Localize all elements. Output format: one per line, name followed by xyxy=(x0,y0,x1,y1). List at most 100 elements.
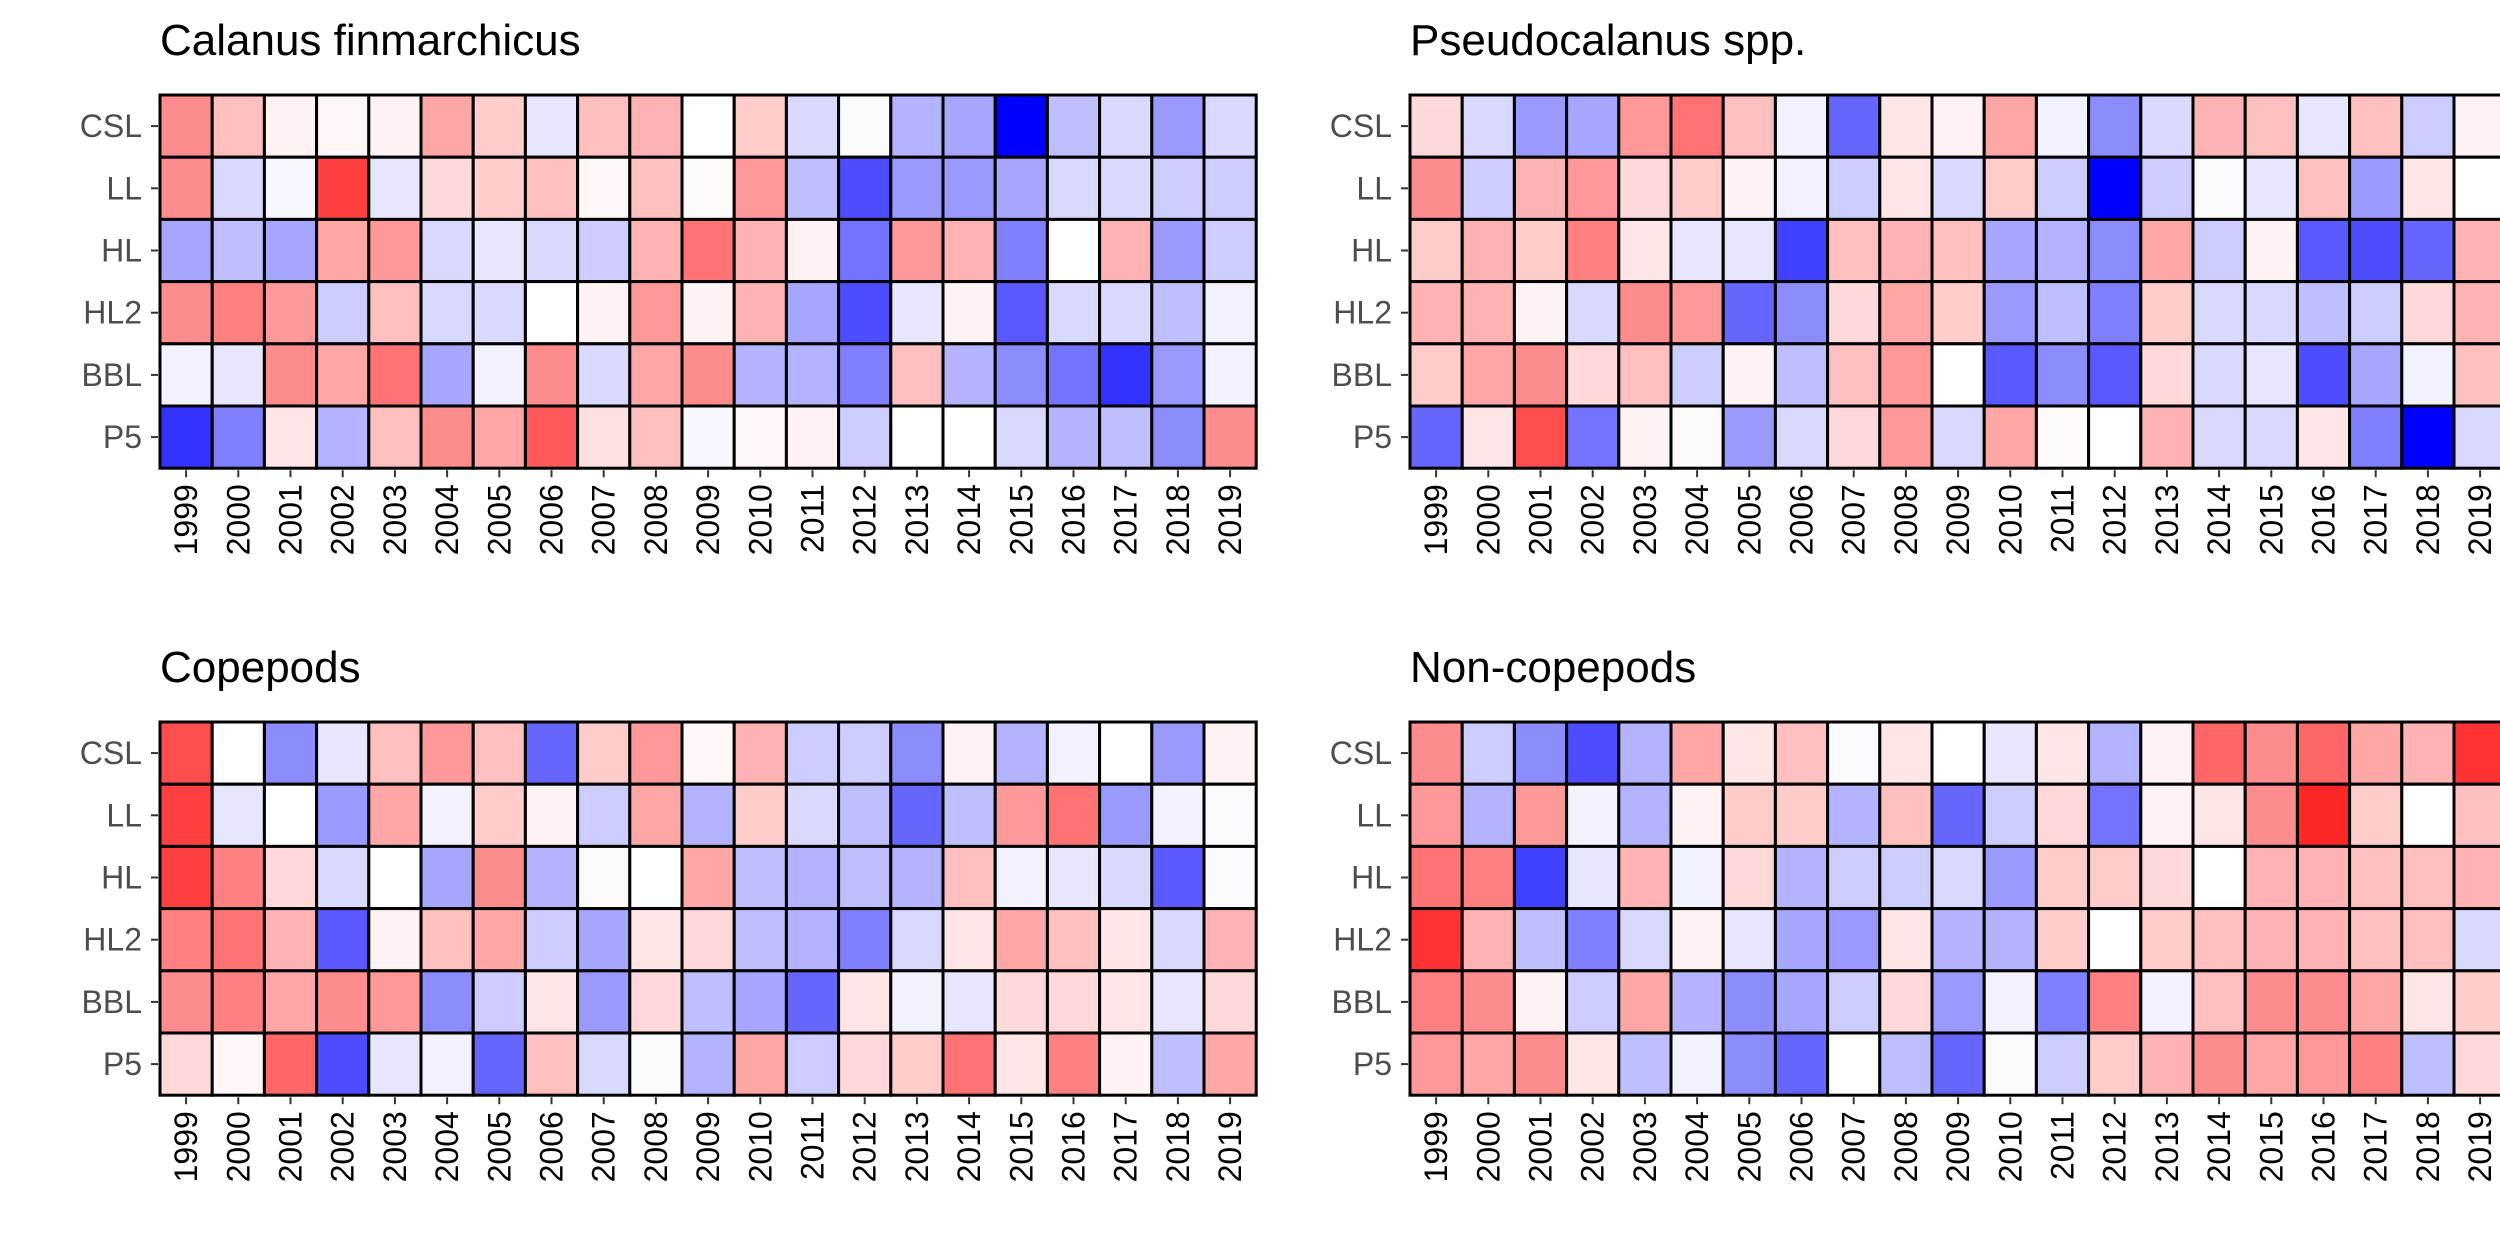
heatmap-cell-ll-2004 xyxy=(419,155,475,221)
x-tick-label: 2016 xyxy=(2306,484,2342,555)
heatmap-cell-p5-2011 xyxy=(784,404,841,470)
heatmap-cell-csl-2015 xyxy=(2243,720,2299,786)
x-tick-label: 2019 xyxy=(1212,484,1248,555)
heatmap-cell-csl-2011 xyxy=(2034,720,2091,786)
panel-copepods: Copepods CSL LL HL HL2 BBL P5 1999 2000 2001 2002 2… xyxy=(80,643,1258,1182)
heatmap-cell-ll-2005 xyxy=(471,155,527,221)
x-tick-label: 2018 xyxy=(2410,484,2446,555)
heatmap-cell-bbl-2015 xyxy=(2243,969,2299,1035)
x-tick-label: 2013 xyxy=(2149,1111,2185,1182)
heatmap-cell-bbl-2017 xyxy=(1098,342,1154,408)
heatmap-cell-hl-2007 xyxy=(1826,217,1882,284)
heatmap-cell-ll-2006 xyxy=(1773,155,1830,221)
heatmap-cell-csl-2006 xyxy=(1773,720,1830,786)
y-tick-label: HL2 xyxy=(83,295,142,331)
heatmap-cell-hl2-2002 xyxy=(315,907,371,973)
heatmap-cell-csl-2016 xyxy=(1045,720,1102,786)
heatmap-cell-p5-2005 xyxy=(471,404,527,470)
heatmap-cell-hl-2012 xyxy=(837,217,893,284)
heatmap-cell-hl2-2003 xyxy=(367,907,423,973)
heatmap-cell-ll-2000 xyxy=(1460,155,1516,221)
heatmap-cell-hl-2009 xyxy=(1930,844,1986,911)
heatmap-cell-hl-2018 xyxy=(1150,217,1206,284)
heatmap-cell-csl-2008 xyxy=(1878,720,1934,786)
heatmap-cell-csl-1999 xyxy=(158,720,214,786)
x-tick-label: 2012 xyxy=(847,484,883,555)
heatmap-cell-hl2-2013 xyxy=(2139,280,2195,346)
heatmap-cell-p5-2004 xyxy=(1669,404,1725,470)
x-tick-label: 2010 xyxy=(1992,1111,2028,1182)
heatmap-cell-hl2-2011 xyxy=(784,280,841,346)
heatmap-cell-csl-2003 xyxy=(1617,93,1673,159)
heatmap-cell-p5-2012 xyxy=(2087,1031,2143,1097)
heatmap-cell-hl-2004 xyxy=(419,844,475,911)
heatmap-cell-hl-2004 xyxy=(419,217,475,284)
heatmap-cell-hl2-2012 xyxy=(2087,280,2143,346)
heatmap-cell-csl-2000 xyxy=(1460,720,1516,786)
heatmap-cell-hl-1999 xyxy=(1408,844,1464,911)
heatmap-cell-bbl-2011 xyxy=(784,969,841,1035)
heatmap-cell-csl-2015 xyxy=(993,93,1049,159)
heatmap-cell-p5-2001 xyxy=(1512,404,1569,470)
x-tick-label: 2009 xyxy=(1940,1111,1976,1182)
heatmap-cell-ll-2009 xyxy=(1930,782,1986,848)
heatmap-cell-ll-1999 xyxy=(158,155,214,221)
heatmap-cell-hl-2002 xyxy=(315,217,371,284)
heatmap-cell-hl-2006 xyxy=(1773,844,1830,911)
heatmap-cell-ll-2011 xyxy=(2034,782,2091,848)
heatmap-cell-csl-2008 xyxy=(628,93,684,159)
heatmap-cell-hl-2013 xyxy=(889,844,945,911)
x-tick-label: 2005 xyxy=(1731,1111,1767,1182)
heatmap-cell-hl-2011 xyxy=(2034,844,2091,911)
heatmap-cell-bbl-2019 xyxy=(2452,969,2500,1035)
heatmap-cell-bbl-2011 xyxy=(2034,969,2091,1035)
x-tick-label: 2008 xyxy=(638,1111,674,1182)
heatmap-cell-hl-2012 xyxy=(2087,217,2143,284)
heatmap-cell-hl2-2006 xyxy=(1773,907,1830,973)
x-tick-label: 2002 xyxy=(325,1111,361,1182)
x-tick-label: 2016 xyxy=(2306,1111,2342,1182)
heatmap-cell-p5-2015 xyxy=(993,404,1049,470)
heatmap-cell-bbl-2015 xyxy=(2243,342,2299,408)
panel-pseudocalanus: Pseudocalanus spp. CSL LL HL HL2 BBL P5 1999 200… xyxy=(1330,16,2500,555)
x-tick-label: 2009 xyxy=(1940,484,1976,555)
heatmap-cell-p5-2010 xyxy=(1982,404,2038,470)
heatmap-cell-p5-2016 xyxy=(2295,404,2352,470)
heatmap-cell-p5-2014 xyxy=(941,1031,997,1097)
heatmap-cell-hl2-2019 xyxy=(2452,280,2500,346)
x-tick-label: 2018 xyxy=(1160,484,1196,555)
heatmap-cell-p5-2007 xyxy=(576,404,632,470)
heatmap-cell-hl2-2007 xyxy=(576,907,632,973)
heatmap-cell-bbl-2017 xyxy=(2348,342,2404,408)
heatmap-cell-p5-2016 xyxy=(1045,404,1102,470)
heatmap-cell-ll-2010 xyxy=(1982,782,2038,848)
heatmap-cell-p5-2005 xyxy=(1721,1031,1777,1097)
heatmap-cell-hl2-2016 xyxy=(1045,907,1102,973)
x-tick-label: 2012 xyxy=(2097,1111,2133,1182)
heatmap-cell-ll-2012 xyxy=(2087,782,2143,848)
heatmap-cell-hl2-2013 xyxy=(889,280,945,346)
heatmap-cell-p5-2011 xyxy=(784,1031,841,1097)
heatmap-cell-csl-2010 xyxy=(1982,720,2038,786)
heatmap-cell-bbl-2006 xyxy=(523,342,580,408)
heatmap-cell-hl-2003 xyxy=(1617,217,1673,284)
heatmap-cell-bbl-2005 xyxy=(471,969,527,1035)
heatmap-cell-hl2-2009 xyxy=(1930,907,1986,973)
heatmap-cell-ll-2003 xyxy=(1617,155,1673,221)
heatmap-cell-ll-2012 xyxy=(2087,155,2143,221)
heatmap-cell-p5-2006 xyxy=(523,404,580,470)
heatmap-cell-hl-2013 xyxy=(889,217,945,284)
heatmap-cell-hl2-2017 xyxy=(1098,907,1154,973)
heatmap-cell-p5-2010 xyxy=(1982,1031,2038,1097)
heatmap-cell-p5-2000 xyxy=(1460,404,1516,470)
heatmap-cell-hl2-2005 xyxy=(471,280,527,346)
heatmap-cell-bbl-2006 xyxy=(1773,969,1830,1035)
heatmap-cell-csl-2009 xyxy=(680,93,736,159)
y-tick-label: BBL xyxy=(82,357,142,393)
heatmap-cell-ll-2007 xyxy=(1826,155,1882,221)
heatmap-cell-p5-2002 xyxy=(1565,1031,1621,1097)
y-tick-label: HL xyxy=(101,233,142,269)
heatmap-cell-ll-2015 xyxy=(993,782,1049,848)
heatmap-cell-ll-2017 xyxy=(2348,155,2404,221)
heatmap-cell-hl-2004 xyxy=(1669,217,1725,284)
